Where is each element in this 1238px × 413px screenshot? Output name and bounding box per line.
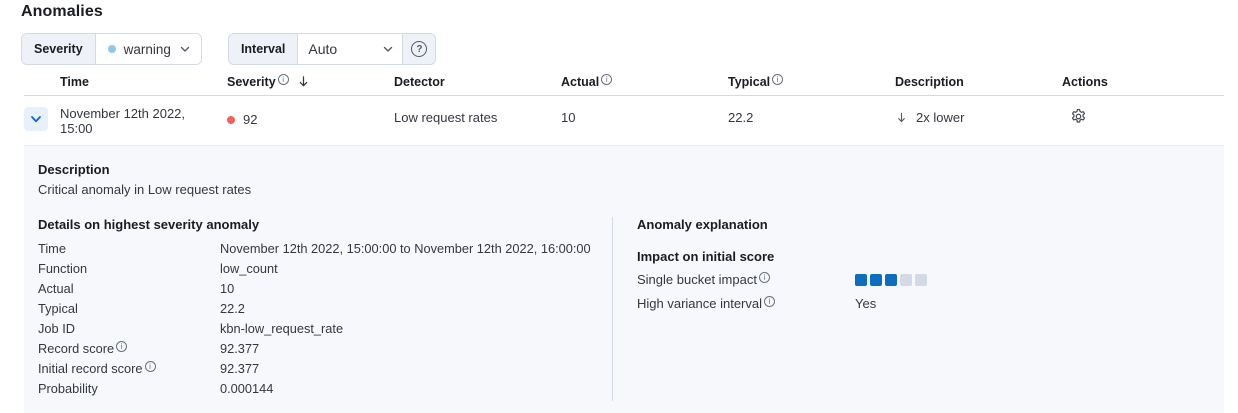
high-variance-row: High variance interval i Yes: [637, 296, 877, 312]
impact-square-filled: [870, 273, 882, 286]
severity-filter-group: Severity warning: [21, 33, 202, 65]
impact-level-indicator: [855, 273, 927, 286]
info-icon[interactable]: i: [277, 74, 289, 85]
row-actions-button[interactable]: [1068, 106, 1089, 130]
cell-detector: Low request rates: [394, 110, 498, 125]
vertical-divider: [612, 216, 613, 401]
critical-severity-dot: [227, 115, 235, 124]
detail-row-job-id: Job ID kbn-low_request_rate: [38, 320, 344, 336]
detail-row-probability: Probability 0.000144: [38, 380, 274, 396]
description-section-text: Critical anomaly in Low request rates: [38, 181, 252, 197]
info-icon[interactable]: i: [772, 74, 784, 85]
chevron-down-icon: [31, 116, 41, 123]
info-icon[interactable]: i: [144, 360, 156, 372]
chevron-down-icon: [384, 46, 393, 52]
interval-help-button[interactable]: ?: [402, 34, 436, 64]
column-header-description[interactable]: Description: [895, 75, 964, 89]
detail-row-actual: Actual 10: [38, 280, 235, 296]
anomaly-explanation-title: Anomaly explanation: [637, 216, 768, 232]
description-section-title: Description: [38, 161, 110, 177]
cell-time: November 12th 2022, 15:00: [60, 106, 186, 137]
info-icon[interactable]: i: [758, 272, 770, 284]
details-panel: Details on highest severity anomaly Time…: [38, 217, 612, 401]
cell-description: 2x lower: [895, 104, 1062, 125]
column-header-severity[interactable]: Severity i: [227, 74, 394, 89]
table-header-row: Time Severity i Detector Actual i Typical i…: [24, 73, 1224, 96]
cell-actual: 10: [561, 110, 576, 125]
column-header-time[interactable]: Time: [60, 75, 89, 89]
interval-label: Interval: [228, 34, 299, 64]
high-variance-value: Yes: [855, 296, 877, 312]
cell-severity: 92: [227, 104, 394, 127]
question-in-circle-icon: ?: [411, 41, 428, 57]
description-text: 2x lower: [916, 110, 965, 125]
column-header-actual[interactable]: Actual i: [561, 74, 728, 89]
details-panel-title: Details on highest severity anomaly: [38, 216, 260, 232]
info-icon[interactable]: i: [116, 340, 128, 352]
warning-severity-dot: [107, 45, 116, 53]
severity-score: 92: [243, 112, 258, 127]
cell-actions: [1062, 104, 1224, 130]
severity-filter-label: Severity: [22, 34, 96, 64]
impact-section-title: Impact on initial score: [637, 248, 775, 264]
interval-selected-value: Auto: [308, 41, 338, 57]
column-header-typical[interactable]: Typical i: [728, 74, 895, 89]
severity-filter-button[interactable]: warning: [95, 34, 201, 64]
impact-square-empty: [900, 273, 912, 286]
column-header-actions: Actions: [1062, 75, 1108, 89]
severity-filter-value: warning: [123, 41, 171, 57]
interval-control-group: Interval Auto ?: [227, 33, 437, 65]
detail-row-typical: Typical 22.2: [38, 300, 245, 316]
sort-down-icon: [299, 76, 308, 87]
interval-select[interactable]: Auto: [298, 34, 403, 64]
detail-row-initial-record-score: Initial record score i 92.377: [38, 360, 260, 376]
impact-square-filled: [885, 273, 897, 286]
detail-row-function: Function low_count: [38, 260, 278, 276]
gear-icon: [1071, 109, 1086, 123]
detail-row-record-score: Record score i 92.377: [38, 340, 260, 356]
single-bucket-impact-row: Single bucket impact i: [637, 272, 1208, 288]
info-icon[interactable]: i: [601, 74, 613, 85]
page-title: Anomalies: [21, 3, 103, 20]
impact-square-empty: [915, 273, 927, 286]
cell-typical: 22.2: [728, 110, 754, 125]
chevron-down-icon: [180, 46, 190, 52]
expanded-row-details: Description Critical anomaly in Low requ…: [24, 145, 1224, 413]
column-header-detector[interactable]: Detector: [394, 75, 445, 89]
anomaly-explanation-panel: Anomaly explanation Impact on initial sc…: [637, 217, 1208, 401]
anomalies-table: Time Severity i Detector Actual i Typical i…: [24, 73, 1224, 413]
info-icon[interactable]: i: [764, 296, 776, 308]
table-row: November 12th 2022, 15:00 92 Low request…: [24, 96, 1224, 146]
impact-square-filled: [855, 273, 867, 286]
filter-bar: Severity warning Interval Auto ?: [0, 21, 1238, 67]
arrow-down-icon: [898, 112, 905, 123]
detail-row-time: Time November 12th 2022, 15:00:00 to Nov…: [38, 240, 591, 256]
collapse-row-button[interactable]: [24, 107, 48, 131]
